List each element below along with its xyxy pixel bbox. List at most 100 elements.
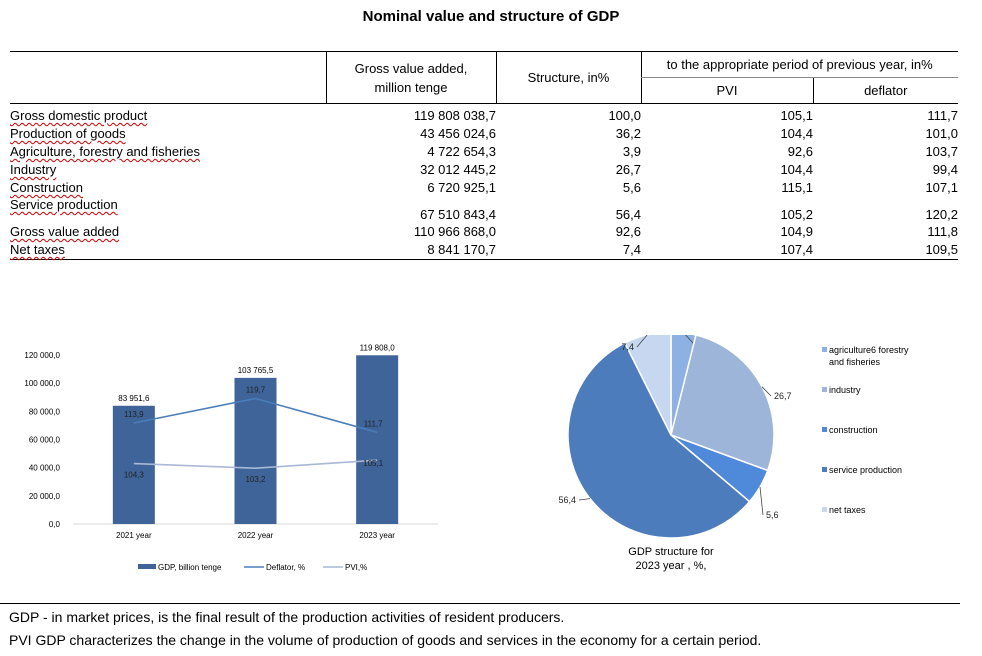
note-gdp-definition: GDP - in market prices, is the final res…	[9, 609, 565, 625]
pvi-data-label: 103,2	[245, 475, 266, 484]
pvi-data-label: 104,3	[124, 471, 145, 480]
cell-structure: 3,9	[622, 144, 641, 159]
cell-pvi: 105,2	[780, 207, 813, 222]
deflator-line	[133, 397, 378, 434]
cell-pvi: 92,6	[787, 144, 813, 159]
pie-legend-swatch	[822, 467, 827, 472]
gdp-bar-label: 119 808,0	[360, 343, 396, 352]
row-label: Net taxes	[10, 242, 65, 257]
cell-structure: 7,4	[622, 242, 641, 257]
pie-legend-label: and fisheries	[829, 357, 881, 367]
legend-deflator-label: Deflator, %	[266, 563, 305, 572]
y-left-tick-label: 20 000,0	[29, 492, 61, 501]
pie-legend-swatch	[822, 427, 827, 432]
pie-legend-label: service production	[829, 465, 902, 475]
table-row: Production of goods 43 456 024,6 36,2 104,4…	[10, 125, 958, 143]
cell-pvi: 104,4	[780, 126, 813, 141]
row-label: Agriculture, forestry and fisheries	[10, 144, 201, 159]
gdp-bar-label: 103 765,5	[238, 366, 274, 375]
header-gva-line1: Gross value added,	[354, 60, 468, 76]
legend-gdp-label: GDP, billion tenge	[158, 563, 222, 572]
cell-pvi: 104,9	[780, 224, 813, 239]
row-label: Industry	[10, 162, 57, 177]
row-label: Production of goods	[10, 126, 126, 141]
y-left-tick-label: 80 000,0	[29, 407, 61, 416]
gdp-bar-label: 83 951,6	[118, 394, 150, 403]
pie-slice-label: 5,6	[766, 510, 779, 520]
table-row: Gross domestic product 119 808 038,7 100,0…	[10, 104, 958, 126]
row-label: Construction	[10, 180, 83, 195]
header-gva-line2: million tenge	[374, 79, 448, 95]
cell-gva: 67 510 843,4	[420, 207, 496, 222]
row-label: Gross domestic product	[10, 108, 148, 123]
y-left-tick-label: 100 000,0	[24, 379, 60, 388]
cell-structure: 36,2	[615, 126, 641, 141]
cell-deflator: 99,4	[932, 162, 958, 177]
pie-legend-swatch	[822, 347, 827, 352]
pie-slice	[670, 335, 775, 472]
deflator-data-label: 111,7	[364, 419, 383, 428]
table-row: Construction 6 720 925,1 5,6 115,1 107,1	[10, 179, 958, 197]
pie-title-line: GDP structure for	[628, 546, 714, 558]
pie-title-line: 2023 year , %,	[636, 560, 707, 572]
table-row: Agriculture, forestry and fisheries 4 722…	[10, 143, 958, 161]
y-left-tick-label: 60 000,0	[29, 436, 61, 445]
pie-slice-label: 7,4	[621, 342, 634, 352]
cell-structure: 26,7	[615, 162, 641, 177]
pie-slice	[623, 335, 672, 436]
table-row: Industry 32 012 445,2 26,7 104,4 99,4	[10, 161, 958, 179]
gdp-table-body: Gross domestic product 119 808 038,7 100,0…	[10, 104, 958, 260]
pie-leader-line	[685, 335, 695, 345]
x-tick-label: 2021 year	[116, 531, 152, 540]
header-empty	[10, 51, 326, 104]
footer-divider	[0, 603, 960, 604]
y-left-tick-label: 120 000,0	[24, 351, 60, 360]
header-pvi: PVI	[640, 77, 813, 104]
cell-structure: 5,6	[622, 180, 641, 195]
cell-gva: 6 720 925,1	[427, 180, 496, 195]
cell-gva: 119 808 038,7	[413, 108, 496, 123]
pie-legend-label: industry	[829, 385, 861, 395]
pie-slice	[567, 341, 751, 539]
cell-deflator: 109,5	[925, 242, 958, 257]
x-tick-label: 2022 year	[238, 531, 274, 540]
cell-pvi: 107,4	[780, 242, 813, 257]
header-structure: Structure, in%	[495, 51, 641, 104]
gdp-bar	[234, 377, 277, 524]
gdp-bar	[356, 355, 399, 524]
pie-slice-label: 26,7	[774, 391, 792, 401]
cell-deflator: 111,8	[927, 224, 958, 239]
cell-gva: 32 012 445,2	[420, 162, 496, 177]
cell-deflator: 107,1	[925, 180, 958, 195]
pie-leader-line	[578, 498, 591, 501]
legend-gdp-swatch	[138, 564, 156, 569]
cell-gva: 43 456 024,6	[420, 126, 496, 141]
x-tick-label: 2023 year	[359, 531, 395, 540]
y-left-tick-label: 0,0	[49, 520, 61, 529]
legend-pvi-label: PVI,%	[345, 563, 367, 572]
cell-deflator: 101,0	[925, 126, 958, 141]
deflator-data-label: 119,7	[246, 386, 266, 395]
pie-legend-swatch	[822, 387, 827, 392]
row-label: Service production	[10, 197, 118, 212]
gdp-table: Gross value added, million tenge Structu…	[10, 51, 958, 260]
pie-legend-swatch	[822, 507, 827, 512]
cell-pvi: 115,1	[781, 180, 813, 195]
cell-gva: 110 966 868,0	[413, 224, 496, 239]
pvi-data-label: 105,1	[363, 459, 384, 468]
note-pvi-definition: PVI GDP characterizes the change in the …	[9, 632, 762, 648]
table-row: Service production 67 510 843,4 56,4 105,2 1…	[10, 197, 958, 223]
pie-leader-line	[761, 386, 772, 397]
y-left-tick-label: 40 000,0	[29, 464, 61, 473]
cell-deflator: 120,2	[925, 207, 958, 222]
table-row: Gross value added 110 966 868,0 92,6 104,9 1…	[10, 223, 958, 241]
pie-legend-label: net taxes	[829, 505, 866, 515]
pie-legend-label: agriculture6 forestry	[829, 345, 909, 355]
header-prev-period: to the appropriate period of previous ye…	[640, 51, 958, 78]
page-title: Nominal value and structure of GDP	[362, 8, 620, 25]
pie-leader-line	[759, 486, 764, 516]
cell-structure: 56,4	[615, 207, 641, 222]
cell-structure: 92,6	[615, 224, 641, 239]
header-gva: Gross value added, million tenge	[325, 51, 496, 104]
